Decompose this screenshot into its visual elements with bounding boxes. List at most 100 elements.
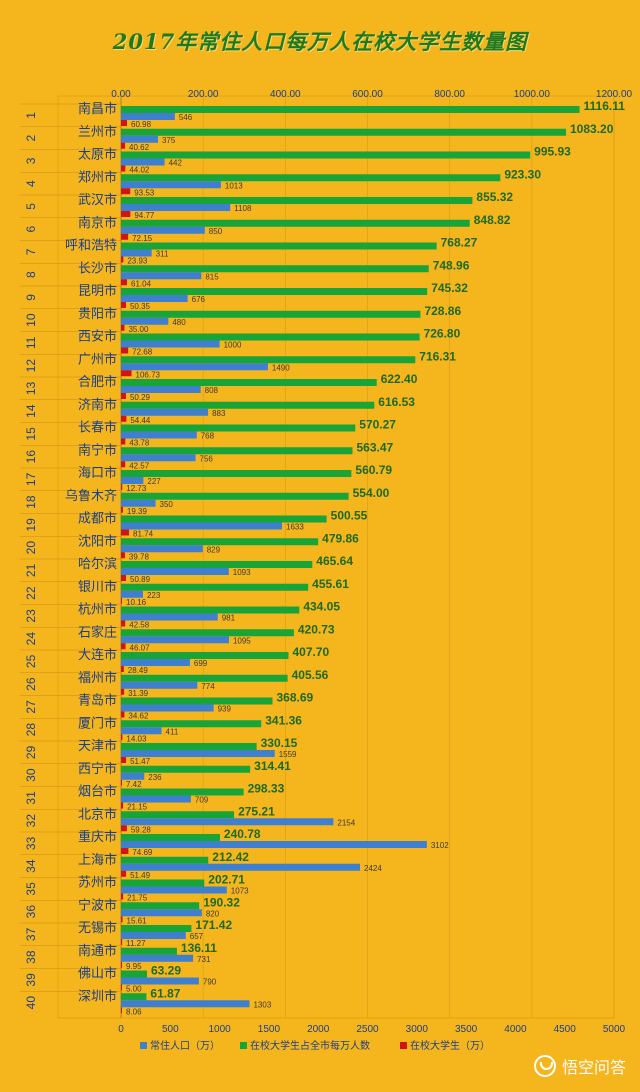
red-bar bbox=[121, 597, 123, 604]
city-label: 沈阳市 bbox=[78, 533, 117, 549]
rank-label: 21 bbox=[24, 563, 38, 577]
red-bar bbox=[121, 165, 126, 172]
city-label: 宁波市 bbox=[78, 897, 117, 913]
red-bar bbox=[121, 233, 129, 240]
city-label: 济南市 bbox=[78, 397, 117, 413]
blue-bar bbox=[121, 272, 202, 280]
red-bar-label: 31.39 bbox=[128, 689, 149, 698]
rank-label: 1 bbox=[24, 112, 38, 119]
blue-bar-label: 829 bbox=[207, 545, 221, 554]
city-label: 武汉市 bbox=[78, 192, 117, 208]
city-label: 兰州市 bbox=[78, 124, 117, 140]
green-bar bbox=[121, 174, 501, 182]
blue-bar-label: 1559 bbox=[279, 750, 297, 759]
city-label: 哈尔滨 bbox=[78, 556, 117, 572]
city-label: 长沙市 bbox=[78, 260, 117, 276]
green-bar bbox=[121, 765, 251, 773]
green-bar-label: 455.61 bbox=[312, 577, 349, 591]
watermark-text: 悟空问答 bbox=[561, 1058, 626, 1077]
blue-bar bbox=[121, 545, 203, 553]
red-bar-label: 40.62 bbox=[129, 143, 150, 152]
blue-bar-label: 808 bbox=[205, 386, 219, 395]
blue-bar bbox=[121, 431, 197, 439]
green-bar-label: 716.31 bbox=[419, 349, 456, 363]
blue-bar bbox=[121, 613, 218, 621]
city-label: 天津市 bbox=[78, 738, 117, 754]
blue-bar-label: 939 bbox=[218, 705, 232, 714]
green-bar-label: 420.73 bbox=[298, 622, 335, 636]
rank-label: 17 bbox=[24, 472, 38, 486]
blue-bar bbox=[121, 454, 196, 462]
blue-bar-label: 3102 bbox=[431, 841, 449, 850]
green-bar bbox=[121, 470, 352, 477]
city-label: 石家庄 bbox=[78, 624, 117, 640]
green-bar-label: 500.55 bbox=[331, 509, 368, 523]
bottom-axis-tick-label: 2500 bbox=[356, 1024, 379, 1035]
red-bar-label: 93.53 bbox=[134, 188, 155, 197]
rank-label: 18 bbox=[24, 495, 38, 509]
green-bar bbox=[121, 811, 235, 819]
blue-bar bbox=[121, 636, 229, 644]
green-bar-label: 171.42 bbox=[195, 918, 232, 932]
rank-label: 6 bbox=[24, 225, 38, 232]
blue-bar bbox=[121, 317, 169, 325]
bottom-axis-tick-label: 4500 bbox=[554, 1024, 577, 1035]
green-bar bbox=[121, 970, 148, 978]
green-bar-label: 728.86 bbox=[424, 304, 461, 318]
red-bar-label: 51.49 bbox=[130, 871, 151, 880]
green-bar bbox=[121, 902, 200, 910]
blue-bar bbox=[121, 954, 194, 962]
blue-bar bbox=[121, 340, 220, 348]
red-bar-label: 51.47 bbox=[130, 757, 151, 766]
rank-label: 36 bbox=[24, 905, 38, 919]
red-bar bbox=[121, 393, 126, 399]
green-bar bbox=[121, 242, 437, 250]
green-bar-label: 314.41 bbox=[254, 759, 291, 773]
red-bar-label: 10.16 bbox=[126, 598, 147, 607]
rank-label: 34 bbox=[24, 859, 38, 873]
top-axis-tick-label: 0.00 bbox=[111, 89, 131, 100]
blue-bar bbox=[121, 226, 205, 234]
green-bar bbox=[121, 697, 273, 705]
red-bar-label: 12.73 bbox=[126, 484, 147, 493]
red-bar-label: 54.44 bbox=[130, 416, 151, 425]
green-bar bbox=[121, 538, 319, 546]
green-bar bbox=[121, 788, 244, 796]
green-bar bbox=[121, 265, 429, 273]
red-bar-label: 61.04 bbox=[131, 279, 152, 288]
blue-bar bbox=[121, 795, 191, 803]
rank-label: 24 bbox=[24, 632, 38, 646]
red-bar bbox=[121, 302, 126, 308]
red-bar bbox=[121, 1007, 122, 1014]
green-bar bbox=[121, 310, 421, 318]
blue-bar bbox=[121, 909, 202, 917]
red-bar bbox=[121, 506, 123, 513]
city-label: 南京市 bbox=[78, 215, 117, 231]
blue-bar-label: 815 bbox=[205, 272, 219, 281]
legend-item-students-label: 在校大学生（万） bbox=[410, 1039, 490, 1052]
rank-label: 4 bbox=[24, 180, 38, 187]
red-bar bbox=[121, 347, 129, 354]
red-bar-label: 42.57 bbox=[129, 461, 150, 470]
green-bar bbox=[121, 424, 356, 432]
bottom-axis-tick-label: 3000 bbox=[406, 1024, 429, 1035]
green-bar bbox=[121, 401, 375, 409]
red-bar bbox=[121, 188, 131, 195]
blue-bar-label: 227 bbox=[147, 477, 161, 486]
red-bar bbox=[121, 643, 126, 650]
red-bar-label: 7.42 bbox=[126, 780, 142, 789]
blue-bar bbox=[121, 681, 198, 689]
legend-item-students-swatch bbox=[400, 1042, 407, 1049]
red-bar-label: 19.39 bbox=[127, 507, 148, 516]
blue-bar bbox=[121, 386, 201, 393]
red-bar-label: 11.27 bbox=[126, 939, 146, 948]
city-label: 厦门市 bbox=[78, 715, 117, 731]
rank-label: 10 bbox=[24, 313, 38, 327]
city-label: 昆明市 bbox=[78, 283, 117, 299]
blue-bar bbox=[121, 1000, 250, 1008]
red-bar bbox=[121, 711, 125, 718]
blue-bar-label: 1303 bbox=[253, 1000, 271, 1009]
wukong-logo-icon bbox=[533, 1055, 556, 1077]
red-bar bbox=[121, 870, 127, 877]
